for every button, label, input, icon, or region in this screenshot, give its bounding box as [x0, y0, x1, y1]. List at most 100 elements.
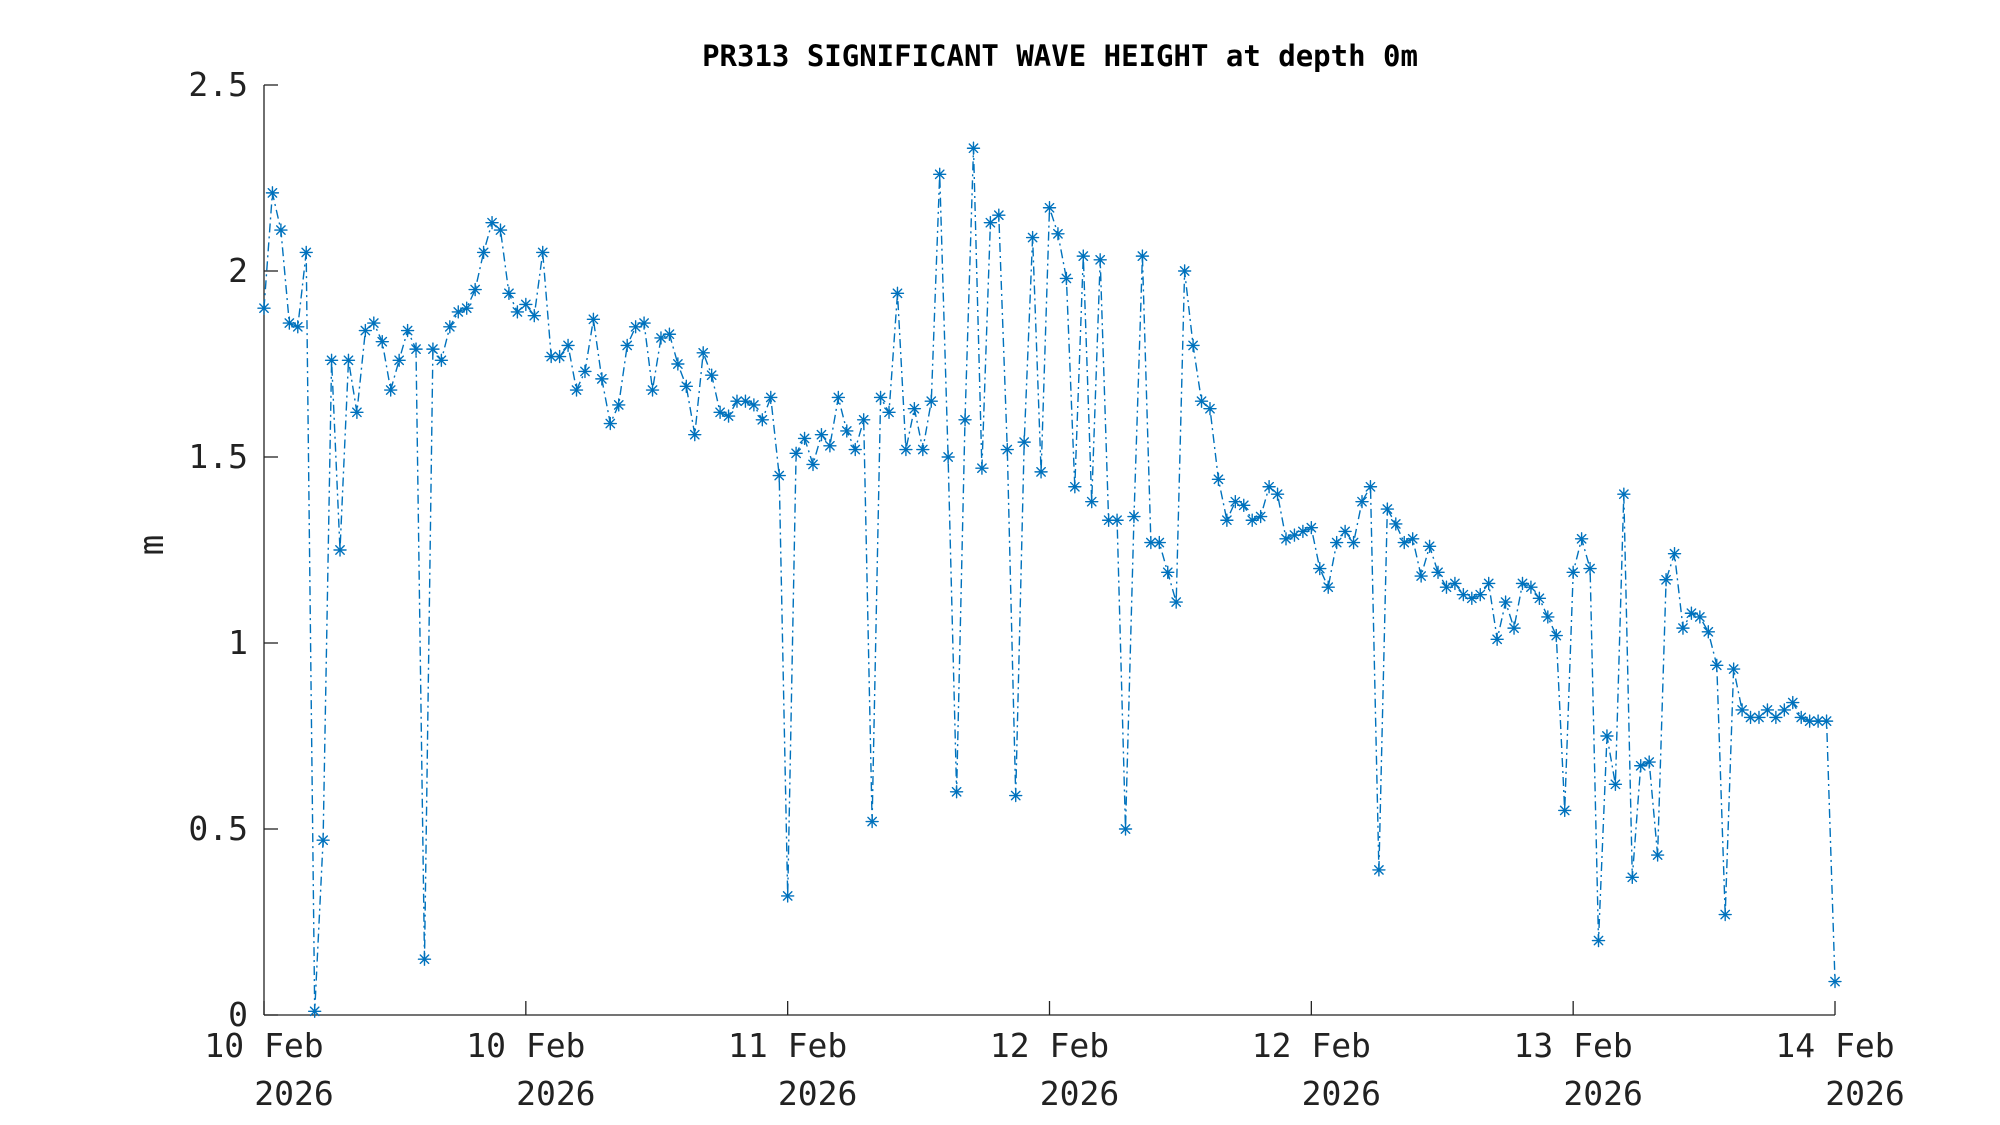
x-tick-date: 14 Feb	[1775, 1026, 1894, 1065]
data-point	[1684, 606, 1699, 620]
data-point	[552, 349, 567, 364]
data-point	[688, 427, 702, 442]
data-point	[561, 338, 575, 353]
x-tick-label: 10 Feb 2026	[466, 1026, 595, 1113]
data-point	[1127, 509, 1141, 524]
data-point	[1726, 662, 1741, 676]
data-point	[1186, 338, 1200, 353]
y-tick-label: 1	[228, 623, 248, 662]
data-point	[1574, 532, 1589, 546]
data-point	[1169, 595, 1183, 609]
data-point	[417, 952, 432, 966]
data-point	[586, 312, 601, 327]
data-point	[536, 245, 550, 260]
data-point	[367, 316, 381, 330]
data-point	[747, 398, 761, 412]
data-point	[1025, 230, 1040, 245]
data-point	[612, 398, 626, 412]
data-point	[772, 468, 786, 483]
data-point	[1355, 494, 1369, 509]
data-point	[916, 442, 930, 457]
data-point	[392, 353, 406, 367]
data-point	[1642, 755, 1656, 769]
data-point	[907, 401, 922, 416]
x-tick-year: 2026	[1563, 1074, 1642, 1113]
data-point	[426, 342, 440, 356]
data-point	[1237, 498, 1251, 513]
data-point	[1617, 487, 1631, 501]
data-point	[713, 405, 727, 420]
data-point	[1110, 513, 1124, 527]
y-tick-label: 2.5	[188, 65, 248, 104]
data-point	[645, 383, 660, 397]
data-point	[1524, 580, 1538, 594]
data-point	[637, 316, 651, 330]
data-point	[1490, 632, 1504, 646]
data-point	[949, 785, 964, 799]
data-point	[1659, 573, 1673, 587]
data-point	[460, 301, 474, 315]
y-tick-label: 2	[228, 251, 248, 290]
data-point	[848, 442, 862, 457]
data-point	[704, 368, 719, 382]
data-point	[1372, 863, 1386, 877]
data-point	[1448, 576, 1462, 591]
y-tick-label: 0.5	[188, 809, 248, 848]
data-point	[696, 346, 710, 360]
data-point	[603, 416, 617, 431]
data-point	[375, 334, 389, 349]
x-tick-date: 12 Feb	[990, 1026, 1109, 1065]
data-point	[1422, 539, 1437, 553]
data-point	[1600, 729, 1614, 743]
data-point	[856, 413, 871, 427]
data-point	[1000, 442, 1014, 457]
data-point	[1541, 610, 1555, 624]
x-tick-label: 14 Feb 2026	[1775, 1026, 1904, 1113]
series-layer	[257, 141, 1842, 1018]
data-point	[1194, 394, 1209, 408]
data-point	[1076, 249, 1090, 263]
data-point	[721, 409, 736, 423]
data-point	[358, 323, 373, 338]
data-point	[992, 208, 1006, 222]
data-point	[1777, 703, 1792, 717]
data-point	[1296, 524, 1310, 539]
data-point	[958, 413, 972, 427]
data-point	[1059, 271, 1074, 286]
x-tick-date: 13 Feb	[1514, 1026, 1633, 1065]
data-point	[1338, 524, 1352, 539]
data-point	[890, 286, 905, 301]
data-point	[1262, 480, 1276, 494]
x-tick-label: 11 Feb 2026	[728, 1026, 857, 1113]
data-point	[1676, 621, 1690, 635]
data-point	[966, 141, 981, 155]
data-point	[1414, 569, 1428, 583]
data-point	[983, 215, 998, 230]
data-point	[789, 446, 803, 460]
data-point	[1009, 788, 1023, 803]
data-point	[1068, 480, 1082, 494]
data-point	[257, 301, 271, 315]
data-point	[1152, 535, 1167, 550]
x-tick-date: 11 Feb	[728, 1026, 847, 1065]
data-point	[1017, 435, 1031, 449]
data-point	[1304, 520, 1319, 535]
data-point	[738, 394, 753, 408]
data-point	[823, 439, 837, 453]
x-tick-date: 10 Feb	[466, 1026, 585, 1065]
data-point	[1650, 848, 1665, 862]
data-point	[1431, 565, 1445, 580]
chart-title: PR313 SIGNIFICANT WAVE HEIGHT at depth 0…	[702, 39, 1418, 73]
data-point	[932, 167, 947, 181]
data-point	[975, 461, 989, 475]
data-point	[409, 342, 423, 356]
data-point	[1051, 227, 1065, 241]
data-point	[493, 223, 508, 237]
data-point	[671, 357, 685, 371]
data-point	[274, 223, 288, 237]
data-point	[510, 305, 525, 319]
x-tick-label: 10 Feb 2026	[204, 1026, 333, 1113]
data-point	[755, 413, 770, 427]
data-point	[299, 245, 313, 260]
